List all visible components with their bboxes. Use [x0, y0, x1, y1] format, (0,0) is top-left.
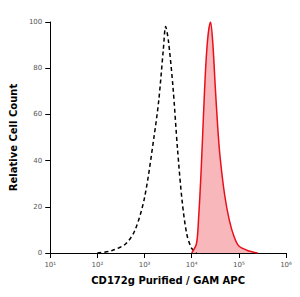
- svg-text:60: 60: [33, 110, 42, 118]
- svg-text:10⁴: 10⁴: [186, 261, 198, 269]
- svg-text:40: 40: [33, 157, 42, 165]
- svg-text:CD172g Purified / GAM APC: CD172g Purified / GAM APC: [91, 275, 245, 286]
- svg-text:10⁵: 10⁵: [233, 261, 245, 269]
- svg-text:80: 80: [33, 64, 42, 72]
- svg-text:10⁶: 10⁶: [280, 261, 292, 269]
- svg-text:Relative Cell Count: Relative Cell Count: [8, 84, 19, 192]
- svg-text:10¹: 10¹: [44, 261, 56, 269]
- svg-text:10²: 10²: [92, 261, 104, 269]
- svg-text:100: 100: [29, 18, 42, 26]
- svg-text:10³: 10³: [139, 261, 151, 269]
- svg-text:0: 0: [38, 249, 42, 257]
- svg-text:20: 20: [33, 203, 42, 211]
